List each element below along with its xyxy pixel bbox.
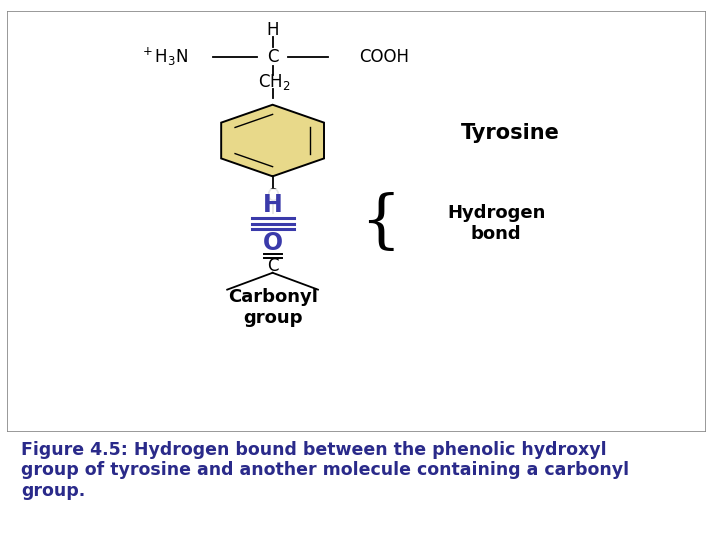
Text: Tyrosine: Tyrosine <box>461 123 559 143</box>
Text: H: H <box>266 21 279 39</box>
Text: Carbonyl
group: Carbonyl group <box>228 288 318 327</box>
Text: {: { <box>360 193 400 254</box>
Text: H: H <box>263 193 282 217</box>
Text: O: O <box>266 187 279 205</box>
Polygon shape <box>221 105 324 177</box>
Text: $^+$H$_3$N: $^+$H$_3$N <box>140 46 189 68</box>
Text: C: C <box>267 256 279 275</box>
Text: CH$_2$: CH$_2$ <box>258 72 290 92</box>
Text: Figure 4.5: Hydrogen bound between the phenolic hydroxyl
group of tyrosine and a: Figure 4.5: Hydrogen bound between the p… <box>21 441 629 500</box>
Text: Hydrogen
bond: Hydrogen bond <box>447 204 545 243</box>
Text: O: O <box>263 231 283 255</box>
Ellipse shape <box>206 189 339 254</box>
Text: C: C <box>267 48 279 66</box>
Text: COOH: COOH <box>359 48 410 66</box>
